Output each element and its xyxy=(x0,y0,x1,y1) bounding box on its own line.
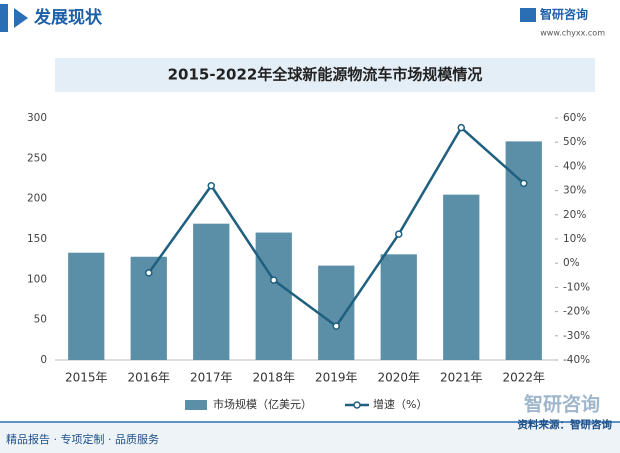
slogan: 精品报告 · 专项定制 · 品质服务 xyxy=(6,432,159,446)
logo-icon xyxy=(520,8,536,22)
y-tick-label: 200 xyxy=(27,193,47,205)
y2-tick-label: -10% xyxy=(563,281,590,293)
line-point xyxy=(145,269,153,277)
chart-title: 2015-2022年全球新能源物流车市场规模情况 xyxy=(168,66,483,84)
y2-tick-label: 10% xyxy=(563,233,586,245)
x-tick-label: 2015年 xyxy=(65,371,108,385)
x-tick-label: 2018年 xyxy=(252,371,295,385)
line-point xyxy=(332,322,340,330)
bar xyxy=(505,141,542,360)
y2-tick-label: 50% xyxy=(563,136,586,148)
y-tick-label: 300 xyxy=(27,112,47,124)
x-tick-label: 2022年 xyxy=(502,371,545,385)
logo: 智研咨询 xyxy=(539,7,588,22)
x-tick-label: 2019年 xyxy=(315,371,358,385)
line-point xyxy=(270,276,278,284)
y-tick-label: 250 xyxy=(27,152,47,164)
x-tick-label: 2017年 xyxy=(190,371,233,385)
line-point xyxy=(395,230,403,238)
y-tick-label: 150 xyxy=(27,233,47,245)
x-tick-label: 2021年 xyxy=(440,371,483,385)
title-box xyxy=(55,58,595,92)
section-title: 发展现状 xyxy=(33,7,103,28)
header-icon xyxy=(14,8,28,28)
y-tick-label: 0 xyxy=(40,354,47,366)
y2-tick-label: -30% xyxy=(563,330,590,342)
y2-tick-label: 0% xyxy=(563,257,580,269)
y2-tick-label: 40% xyxy=(563,160,586,172)
bar xyxy=(318,265,355,360)
y-tick-label: 50 xyxy=(34,314,47,326)
footer-bg xyxy=(0,422,620,453)
legend-swatch xyxy=(353,401,361,409)
footer-logo: 智研咨询 xyxy=(524,393,600,416)
y2-tick-label: -20% xyxy=(563,306,590,318)
y-tick-label: 100 xyxy=(27,273,47,285)
line-point xyxy=(520,179,528,188)
y2-tick-label: 60% xyxy=(563,112,586,124)
bar xyxy=(255,232,292,360)
bar xyxy=(443,194,480,360)
line-point xyxy=(207,182,215,190)
legend-label: 增速（%） xyxy=(373,397,427,411)
bar xyxy=(68,252,105,360)
line-point xyxy=(457,123,465,132)
x-tick-label: 2016年 xyxy=(127,371,170,385)
x-tick-label: 2020年 xyxy=(377,371,420,385)
y2-tick-label: 30% xyxy=(563,185,586,197)
legend-label: 市场规模（亿美元） xyxy=(213,397,312,411)
y2-tick-label: -40% xyxy=(563,354,590,366)
header-bar xyxy=(0,4,8,32)
bar xyxy=(380,254,417,360)
legend-swatch xyxy=(185,400,207,410)
source: 资料来源：智研咨询 xyxy=(518,418,613,431)
y2-tick-label: 20% xyxy=(563,209,586,221)
bar xyxy=(193,223,230,360)
url: www.chyxx.com xyxy=(540,29,605,38)
